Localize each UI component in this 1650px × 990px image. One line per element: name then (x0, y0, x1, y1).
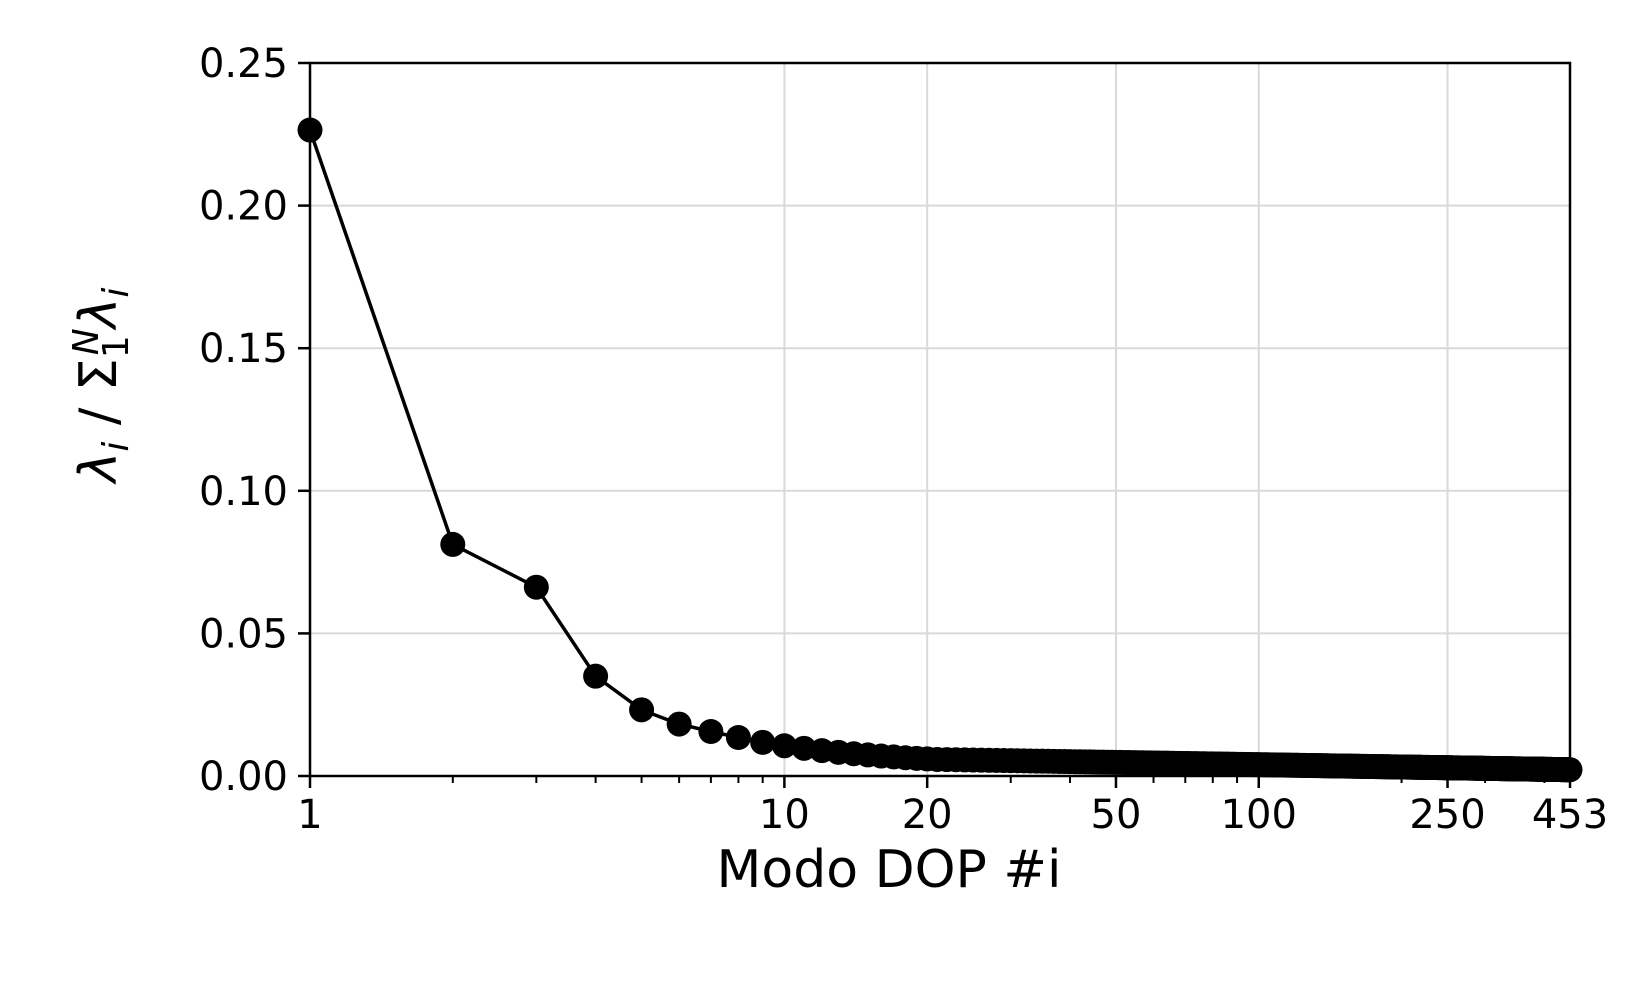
y-tick-label: 0.20 (199, 184, 288, 230)
data-point (725, 725, 751, 750)
y-label-lambda-2: λ (69, 298, 129, 332)
x-tick-label: 10 (759, 792, 810, 838)
y-tick-label: 0.10 (199, 469, 288, 515)
y-tick-label: 0.00 (199, 754, 288, 800)
data-point (523, 574, 549, 600)
y-tick-label: 0.05 (199, 611, 288, 657)
data-point (583, 663, 609, 689)
y-tick-label: 0.25 (199, 41, 288, 87)
y-label-sup-n: N (66, 328, 107, 355)
x-axis-label: Modo DOP #i (717, 840, 1062, 900)
x-tick-label: 20 (902, 792, 953, 838)
y-label-sub-i: i (96, 442, 137, 452)
plot-frame (308, 61, 1572, 778)
y-label-sigma: Σ (69, 358, 129, 391)
data-point (750, 729, 776, 755)
x-tick-label: 453 (1532, 792, 1608, 838)
series-path (308, 129, 1572, 772)
data-point (771, 733, 797, 759)
y-label-sub-i-2: i (96, 288, 137, 298)
data-point (440, 531, 466, 557)
data-point (666, 711, 692, 737)
y-label-slash: / (69, 391, 129, 442)
axis-ticks (298, 61, 1572, 788)
series-line (308, 129, 1572, 772)
x-tick-label: 100 (1221, 792, 1297, 838)
y-tick-label: 0.15 (199, 326, 288, 372)
tick-labels: 1 10 20 50 100 250 453 0.00 0.05 0.10 0.15 0.20 0.25 (199, 41, 1608, 838)
x-tick-label: 250 (1409, 792, 1485, 838)
data-markers (297, 117, 1583, 783)
x-tick-label: 50 (1091, 792, 1142, 838)
data-point (629, 697, 655, 723)
y-label-lambda: λ (69, 452, 129, 486)
data-point (698, 719, 724, 745)
y-label-sub-1: 1 (96, 335, 137, 358)
y-axis-label: λi / Σ1Nλi (66, 288, 137, 486)
grid (309, 62, 1571, 777)
x-tick-label: 1 (297, 792, 322, 838)
